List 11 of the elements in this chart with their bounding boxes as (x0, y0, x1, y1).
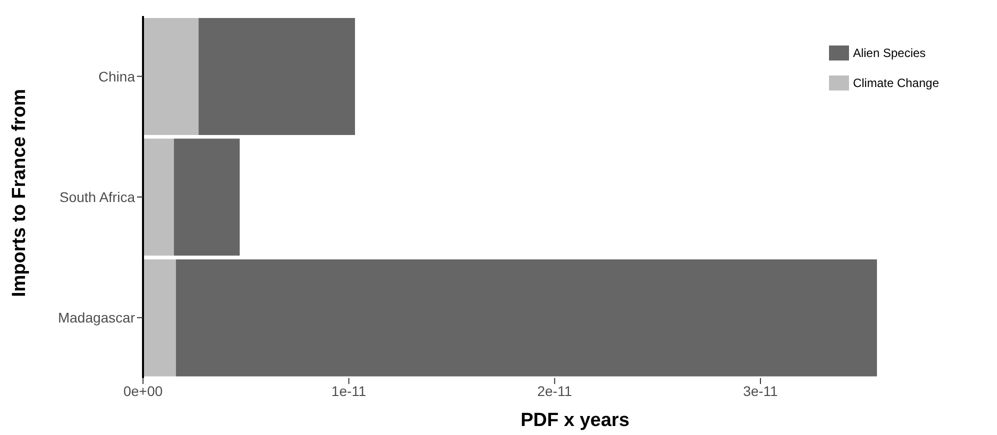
y-axis-title: Imports to France from (9, 89, 31, 297)
x-tick-label: 1e-11 (331, 382, 366, 399)
x-tick-label: 2e-11 (537, 382, 572, 399)
y-tick-label: South Africa (60, 188, 136, 205)
legend-label: Alien Species (852, 46, 926, 60)
x-axis-title: PDF x years (520, 410, 630, 432)
y-tick-label: Madagascar (58, 310, 136, 326)
x-tick-label: 0e+00 (123, 382, 163, 399)
y-tick-label: China (98, 68, 136, 84)
x-tick-label: 3e-11 (743, 382, 778, 399)
legend-label: Climate Change (852, 76, 939, 90)
